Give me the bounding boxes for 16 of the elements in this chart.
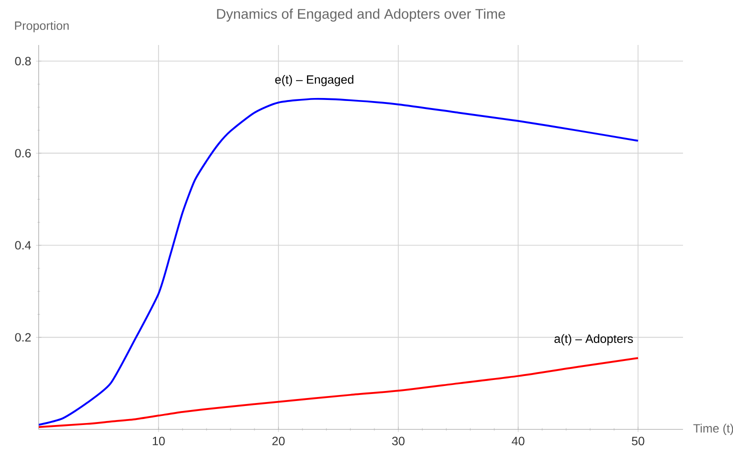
y-tick-label: 0.8: [15, 56, 31, 66]
series-label: a(t) – Adopters: [554, 334, 633, 346]
x-tick-label: 50: [632, 436, 644, 446]
x-tick-label: 10: [152, 436, 165, 446]
x-tick-label: 20: [272, 436, 285, 446]
line-series: [38, 357, 639, 428]
y-tick-label: 0.2: [15, 333, 31, 342]
y-tick-label: 0.4: [15, 241, 31, 250]
x-tick-label: 30: [392, 436, 405, 446]
x-tick-label: 40: [512, 436, 524, 446]
y-axis-title: Proportion: [15, 21, 69, 32]
chart-title: Dynamics of Engaged and Adopters over Time: [217, 8, 506, 22]
line-series: [38, 98, 639, 426]
y-tick-label: 0.6: [15, 148, 31, 158]
series-label: e(t) – Engaged: [275, 74, 354, 86]
x-axis-title: Time (t): [693, 424, 733, 435]
